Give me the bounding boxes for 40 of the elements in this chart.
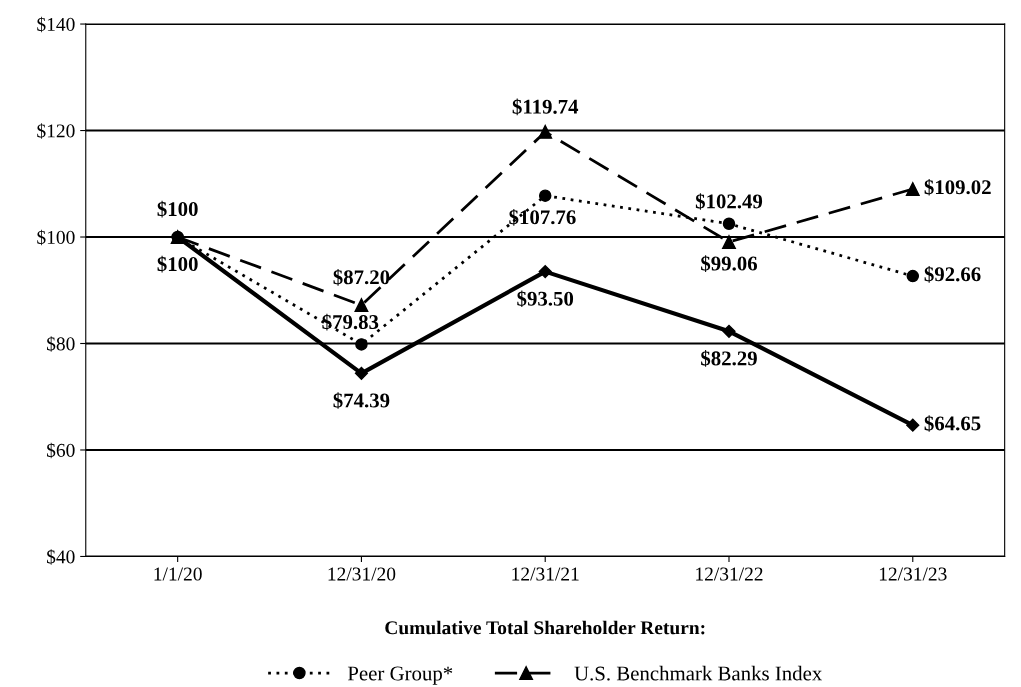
x-tick-label: 12/31/20	[328, 567, 396, 581]
x-tick-label: 1/1/20	[154, 567, 202, 581]
data-label: $64.65	[924, 415, 981, 432]
point	[354, 298, 369, 313]
data-label: $109.02	[924, 178, 991, 196]
point	[538, 124, 553, 139]
x-tick-label: 12/31/23	[879, 567, 947, 581]
point	[354, 366, 369, 380]
point	[906, 269, 920, 283]
x-axis-title: Cumulative Total Shareholder Return:	[385, 620, 705, 635]
data-label: $100	[157, 255, 198, 273]
data-label: $87.20	[333, 268, 390, 286]
x-tick-label: 12/31/21	[512, 567, 579, 581]
point	[906, 418, 920, 432]
data-label: $99.06	[701, 255, 758, 272]
point	[538, 265, 552, 279]
data-label: $92.66	[924, 266, 981, 283]
data-label: $107.76	[509, 208, 576, 226]
data-label: $119.74	[512, 98, 579, 116]
point	[722, 235, 736, 249]
data-label: $102.49	[695, 193, 763, 210]
data-label: $100	[157, 200, 198, 218]
legend-label: U.S. Benchmark Banks Index	[574, 665, 822, 681]
point	[722, 324, 736, 338]
x-tick-label: 12/31/22	[696, 567, 763, 581]
legend-label: Peer Group*	[347, 666, 453, 685]
point	[355, 338, 368, 351]
data-label: $93.50	[517, 290, 574, 308]
point	[722, 217, 736, 231]
y-tick-label: $40	[47, 549, 75, 565]
data-label: $74.39	[333, 392, 390, 409]
y-tick-label: $100	[37, 229, 75, 246]
y-tick-label: $140	[37, 16, 75, 33]
y-tick-label: $80	[47, 336, 75, 352]
y-tick-label: $60	[47, 442, 75, 459]
data-label: $79.83	[322, 313, 379, 331]
point	[905, 182, 920, 196]
y-tick-label: $120	[37, 123, 75, 139]
point	[538, 189, 552, 202]
data-label: $82.29	[701, 350, 757, 367]
